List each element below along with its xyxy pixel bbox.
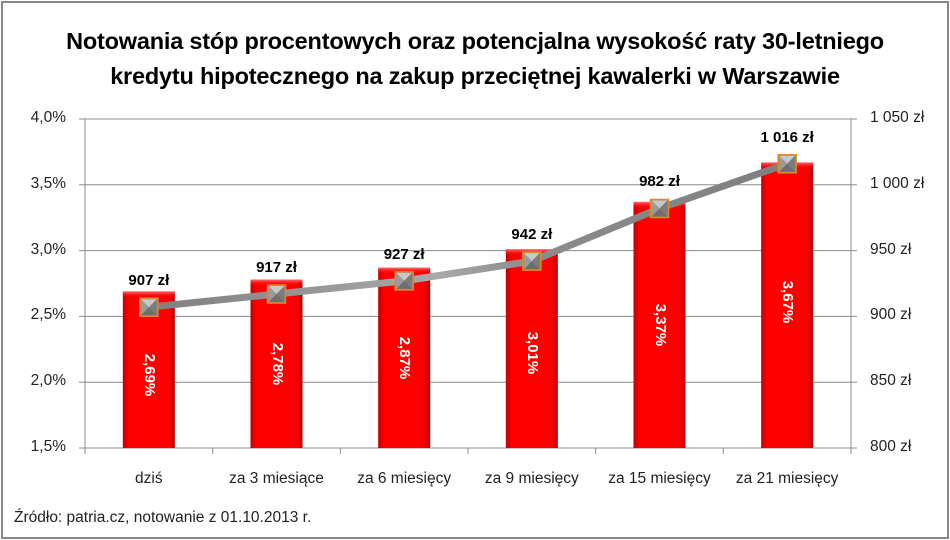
line-marker [522,251,542,271]
line-value-label: 1 016 zł [760,128,814,146]
payment-line [148,160,789,311]
line-value-label: 942 zł [511,226,553,244]
line-marker [394,271,414,291]
bar [378,267,431,448]
line-value-label: 907 zł [128,272,170,290]
chart-title-line-1: Notowania stóp procentowych oraz potencj… [66,28,884,54]
x-category-label: za 6 miesięcy [357,470,452,487]
bar-value-label: 2,78% [268,342,286,386]
y-right-tick-label: 850 zł [870,372,912,390]
bar-series [122,162,814,449]
bar [250,279,303,448]
chart-title-line-2: kredytu hipotecznego na zakup przeciętne… [110,63,840,89]
y-left-tick-label: 4,0% [30,109,66,126]
line-value-label: 927 zł [383,245,425,263]
y-right-tick-label: 900 zł [870,306,912,324]
bar-value-label: 3,01% [523,331,541,374]
y-left-tick-label: 1,5% [30,438,66,455]
y-left-tick-label: 2,5% [30,306,66,324]
y-right-tick-label: 800 zł [870,438,912,455]
line-value-label: 917 zł [256,259,297,277]
line-marker [266,284,287,304]
x-category-label: dziś [135,470,163,487]
bar-value-label: 3,37% [651,303,669,347]
bar-value-label: 2,87% [396,336,414,380]
source-note: Źródło: patria.cz, notowanie z 01.10.201… [14,509,312,526]
line-marker [777,153,797,174]
y-left-tick-label: 2,0% [30,372,66,390]
gridlines [85,118,851,383]
y-right-tick-label: 1 000 zł [870,174,925,192]
line-series [139,153,797,317]
y-right-tick-label: 1 050 zł [870,109,925,126]
y-left-tick-label: 3,0% [30,240,66,258]
x-category-label: za 9 miesięcy [484,470,579,487]
line-marker [649,198,670,219]
y-right-tick-label: 950 zł [870,240,912,258]
x-category-label: za 3 miesiące [229,470,324,487]
y-left-tick-label: 3,5% [30,174,66,192]
x-category-label: za 15 miesięcy [608,470,711,487]
chart-title: Notowania stóp procentowych oraz potencj… [0,24,950,94]
x-category-label: za 21 miesięcy [735,470,839,487]
line-value-label: 982 zł [639,173,680,191]
axes [79,118,857,454]
bar-value-label: 3,67% [779,281,797,324]
bar [122,291,175,448]
line-marker [139,297,159,317]
bar-value-label: 2,69% [140,353,158,396]
